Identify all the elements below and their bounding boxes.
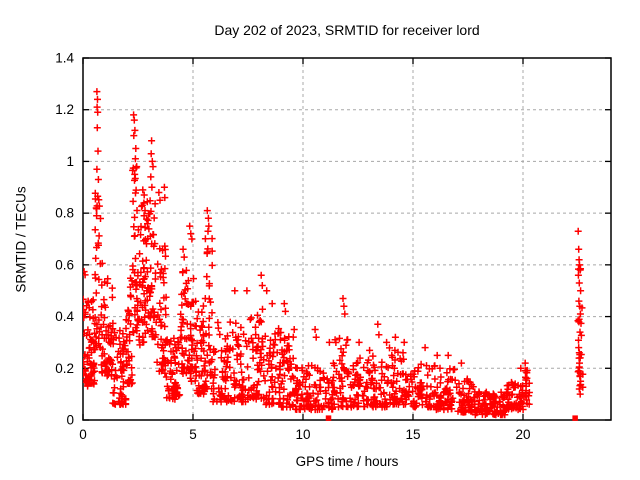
svg-text:0.4: 0.4 <box>55 309 74 324</box>
svg-text:0: 0 <box>79 427 87 442</box>
svg-text:0: 0 <box>66 413 74 428</box>
svg-text:20: 20 <box>515 427 530 442</box>
svg-text:0.8: 0.8 <box>55 206 74 221</box>
svg-text:1.2: 1.2 <box>55 102 74 117</box>
svg-text:0.2: 0.2 <box>55 361 74 376</box>
chart-title: Day 202 of 2023, SRMTID for receiver lor… <box>214 22 480 38</box>
svg-text:10: 10 <box>295 427 310 442</box>
svg-text:5: 5 <box>189 427 197 442</box>
svg-text:15: 15 <box>405 427 420 442</box>
x-axis-label: GPS time / hours <box>295 454 399 469</box>
y-axis-label: SRMTID / TECUs <box>13 186 29 293</box>
svg-text:0.6: 0.6 <box>55 257 74 272</box>
svg-text:1.4: 1.4 <box>55 51 74 66</box>
svg-text:1: 1 <box>66 154 74 169</box>
